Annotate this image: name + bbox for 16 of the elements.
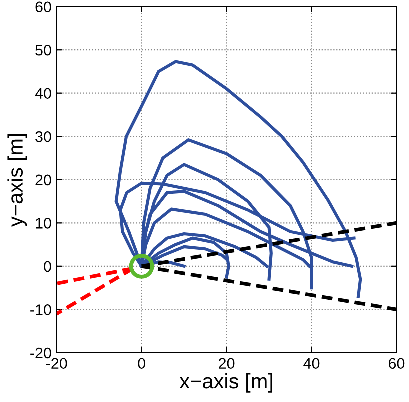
y-axis-title: y−axis [m] [8, 134, 28, 228]
y-tick-label: 60 [36, 2, 52, 13]
x-tick-label: 60 [389, 358, 405, 370]
y-tick-label: 50 [36, 44, 52, 56]
x-tick-label: 0 [138, 358, 146, 370]
x-tick-label: 40 [304, 358, 320, 370]
y-tick-label: 0 [44, 261, 52, 272]
x-tick-label: 20 [219, 358, 235, 370]
y-tick-label: -20 [30, 348, 52, 359]
x-tick-label: -20 [46, 358, 68, 370]
y-tick-label: 40 [35, 88, 52, 100]
x-axis-title: x−axis [m] [180, 373, 272, 393]
y-tick-label: 10 [36, 218, 52, 229]
y-tick-label: 20 [36, 174, 52, 186]
y-tick-label: -10 [30, 304, 52, 316]
y-tick-label: 30 [36, 131, 52, 142]
